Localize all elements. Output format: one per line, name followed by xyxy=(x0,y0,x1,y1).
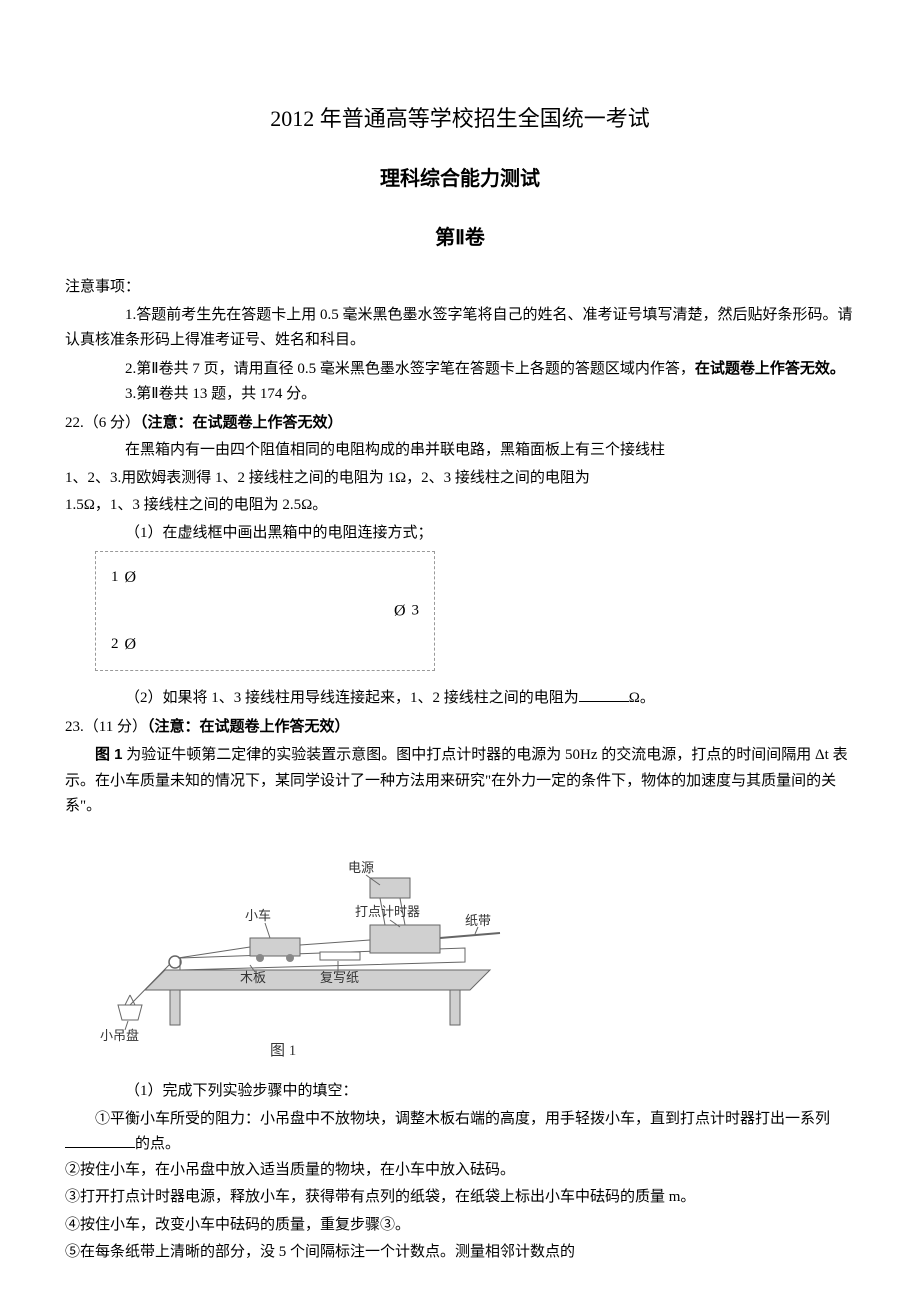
terminal-icon: Ø xyxy=(125,564,137,591)
notice-item-2a: 2.第Ⅱ卷共 7 页，请用直径 0.5 毫米黑色墨水签字笔在答题卡上各题的答题区… xyxy=(65,357,695,383)
notice-label: 注意事项： xyxy=(65,275,855,301)
q23-header: 23.（11 分）（注意：在试题卷上作答无效） xyxy=(65,714,855,741)
q22-number: 22.（6 分） xyxy=(65,415,140,431)
figure-caption: 图 1 xyxy=(270,1042,296,1059)
string-shape xyxy=(300,940,370,945)
pan-shape xyxy=(118,1005,142,1020)
q23-step1-a: ①平衡小车所受的阻力：小吊盘中不放物块，调整木板右端的高度，用手轻拨小车，直到打… xyxy=(95,1111,830,1127)
q23-body-1: 图 1 为验证牛顿第二定律的实验装置示意图。图中打点计时器的电源为 50Hz 的… xyxy=(65,742,855,820)
terminal-2-label: 2 xyxy=(111,632,119,658)
terminal-icon: Ø xyxy=(394,598,406,625)
q22-body-2: 1、2、3.用欧姆表测得 1、2 接线柱之间的电阻为 1Ω，2、3 接线柱之间的… xyxy=(65,466,855,492)
notice-item-1: 1.答题前考生先在答题卡上用 0.5 毫米黑色墨水签字笔将自己的姓名、准考证号填… xyxy=(65,303,855,354)
label-line xyxy=(475,927,478,934)
q23-step1: ①平衡小车所受的阻力：小吊盘中不放物块，调整木板右端的高度，用手轻拨小车，直到打… xyxy=(65,1107,855,1158)
q23-step1-b: 的点。 xyxy=(135,1136,180,1152)
label-power: 电源 xyxy=(348,860,374,875)
sub-title-2: 第Ⅱ卷 xyxy=(65,221,855,255)
q23-step4: ④按住小车，改变小车中砝码的质量，重复步骤③。 xyxy=(65,1213,855,1239)
terminal-1: 1 Ø xyxy=(111,564,136,591)
terminal-3-label: 3 xyxy=(412,599,420,625)
notice-item-2b: 在试题卷上作答无效。 xyxy=(695,360,845,377)
terminal-1-label: 1 xyxy=(111,565,119,591)
sub-title-1: 理科综合能力测试 xyxy=(65,162,855,196)
label-board: 木板 xyxy=(240,970,266,985)
figure-1: 电源 小车 打点计时器 纸带 木板 复写纸 小吊盘 图 1 xyxy=(70,830,510,1070)
power-shape xyxy=(370,878,410,898)
terminal-icon: Ø xyxy=(125,631,137,658)
label-carbon: 复写纸 xyxy=(320,970,359,985)
terminal-3: 3 Ø xyxy=(394,598,419,625)
tape-shape xyxy=(440,933,500,938)
q23-number: 23.（11 分） xyxy=(65,719,147,735)
label-cart: 小车 xyxy=(245,908,271,923)
notice-item-2: 2.第Ⅱ卷共 7 页，请用直径 0.5 毫米黑色墨水签字笔在答题卡上各题的答题区… xyxy=(65,356,855,383)
answer-blank[interactable] xyxy=(65,1133,135,1148)
wheel-shape xyxy=(256,954,264,962)
q22-body-1: 在黑箱内有一由四个阻值相同的电阻构成的串并联电路，黑箱面板上有三个接线柱 xyxy=(65,438,855,464)
pan-wire-shape xyxy=(125,995,130,1005)
q22-part2: （2）如果将 1、3 接线柱用导线连接起来，1、2 接线柱之间的电阻为 Ω。 xyxy=(65,686,855,712)
table-leg-shape xyxy=(170,990,180,1025)
notice-item-3: 3.第Ⅱ卷共 13 题，共 174 分。 xyxy=(65,382,855,408)
main-title: 2012 年普通高等学校招生全国统一考试 xyxy=(65,100,855,137)
wheel-shape xyxy=(286,954,294,962)
q23-step2: ②按住小车，在小吊盘中放入适当质量的物块，在小车中放入砝码。 xyxy=(65,1158,855,1184)
q22-part1: （1）在虚线框中画出黑箱中的电阻连接方式； xyxy=(65,521,855,547)
q23-body-1a: 图 1 xyxy=(95,746,123,763)
q23-part1: （1）完成下列实验步骤中的填空： xyxy=(65,1079,855,1105)
q22-body-3: 1.5Ω，1、3 接线柱之间的电阻为 2.5Ω。 xyxy=(65,493,855,519)
circuit-diagram-box: 1 Ø 2 Ø 3 Ø xyxy=(95,551,435,671)
q23-step3: ③打开打点计时器电源，释放小车，获得带有点列的纸袋，在纸袋上标出小车中砝码的质量… xyxy=(65,1185,855,1211)
q23-body-1b: 为验证牛顿第二定律的实验装置示意图。图中打点计时器的电源为 50Hz 的交流电源… xyxy=(65,747,848,814)
terminal-2: 2 Ø xyxy=(111,631,136,658)
carbon-shape xyxy=(320,952,360,960)
label-pan: 小吊盘 xyxy=(100,1028,139,1043)
q23-step5: ⑤在每条纸带上清晰的部分，没 5 个间隔标注一个计数点。测量相邻计数点的 xyxy=(65,1240,855,1266)
q22-part2-b: Ω。 xyxy=(629,690,655,706)
q22-note: （注意：在试题卷上作答无效） xyxy=(140,414,343,431)
answer-blank[interactable] xyxy=(579,687,629,702)
q23-note: （注意：在试题卷上作答无效） xyxy=(147,718,350,735)
q22-header: 22.（6 分）（注意：在试题卷上作答无效） xyxy=(65,410,855,437)
timer-shape xyxy=(370,925,440,953)
cart-shape xyxy=(250,938,300,956)
figure-1-svg: 电源 小车 打点计时器 纸带 木板 复写纸 小吊盘 图 1 xyxy=(70,830,510,1060)
table-leg-shape xyxy=(450,990,460,1025)
q22-part2-a: （2）如果将 1、3 接线柱用导线连接起来，1、2 接线柱之间的电阻为 xyxy=(125,690,579,706)
table-top-shape xyxy=(145,970,490,990)
label-line xyxy=(265,923,270,938)
label-tape: 纸带 xyxy=(465,913,491,928)
label-timer: 打点计时器 xyxy=(355,904,420,919)
